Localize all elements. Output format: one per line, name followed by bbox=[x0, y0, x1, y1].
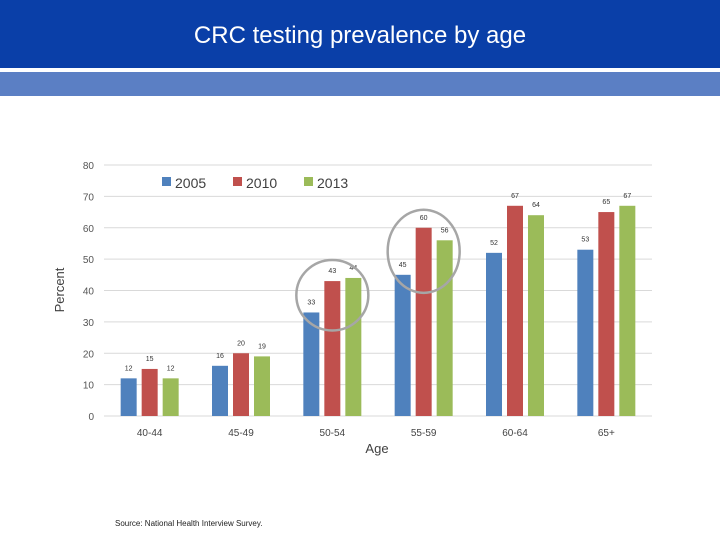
data-label: 52 bbox=[490, 240, 498, 247]
y-tick-label: 10 bbox=[83, 381, 95, 392]
bar bbox=[162, 378, 179, 416]
data-label: 64 bbox=[532, 202, 540, 209]
bar bbox=[619, 205, 636, 416]
bar bbox=[507, 205, 523, 416]
bar bbox=[345, 277, 362, 416]
bar bbox=[394, 274, 411, 416]
x-tick-label: 65+ bbox=[598, 428, 615, 439]
data-label: 33 bbox=[307, 299, 315, 306]
y-tick-label: 30 bbox=[83, 318, 95, 329]
bar bbox=[233, 353, 249, 416]
y-tick-label: 80 bbox=[83, 161, 95, 172]
data-label: 45 bbox=[399, 262, 407, 269]
legend-swatch bbox=[304, 177, 313, 186]
legend-label: 2010 bbox=[246, 175, 277, 191]
highlight-circle bbox=[295, 258, 370, 332]
bar bbox=[577, 249, 594, 416]
bar bbox=[415, 227, 432, 416]
data-label: 20 bbox=[237, 340, 245, 347]
data-label: 19 bbox=[258, 343, 266, 350]
x-tick-label: 40-44 bbox=[137, 428, 163, 439]
y-axis-title: Percent bbox=[52, 267, 67, 312]
y-tick-label: 40 bbox=[83, 287, 95, 298]
data-label: 67 bbox=[623, 193, 631, 200]
x-axis-title: Age bbox=[365, 441, 388, 456]
data-label: 12 bbox=[125, 365, 133, 372]
bar bbox=[528, 215, 544, 416]
title-banner bbox=[0, 0, 720, 68]
data-label: 67 bbox=[511, 193, 519, 200]
source-note: Source: National Health Interview Survey… bbox=[115, 519, 263, 528]
legend-label: 2013 bbox=[317, 175, 348, 191]
legend-label: 2005 bbox=[175, 175, 206, 191]
slide-title: CRC testing prevalence by age bbox=[193, 22, 527, 49]
y-tick-label: 0 bbox=[88, 412, 94, 423]
banner-divider bbox=[0, 68, 720, 72]
legend-swatch bbox=[233, 177, 242, 186]
bar bbox=[212, 365, 228, 416]
data-label: 53 bbox=[581, 237, 589, 244]
bar bbox=[141, 368, 158, 416]
x-tick-label: 60-64 bbox=[502, 428, 528, 439]
data-label: 16 bbox=[216, 353, 224, 360]
y-tick-label: 50 bbox=[83, 255, 95, 266]
data-label: 43 bbox=[328, 268, 336, 275]
y-tick-label: 20 bbox=[83, 349, 95, 360]
bar bbox=[598, 212, 615, 416]
x-tick-label: 50-54 bbox=[320, 428, 346, 439]
y-tick-label: 60 bbox=[83, 224, 95, 235]
data-label: 12 bbox=[167, 365, 175, 372]
bar bbox=[436, 240, 453, 416]
data-label: 15 bbox=[146, 356, 154, 363]
data-label: 56 bbox=[441, 227, 449, 234]
bar bbox=[120, 378, 137, 416]
data-label: 60 bbox=[420, 215, 428, 222]
accent-band bbox=[0, 72, 720, 96]
bar bbox=[254, 356, 270, 416]
legend-swatch bbox=[162, 177, 171, 186]
data-label: 65 bbox=[602, 199, 610, 206]
data-label: 44 bbox=[349, 265, 357, 272]
y-tick-label: 70 bbox=[83, 192, 95, 203]
bar bbox=[324, 281, 341, 416]
x-tick-label: 55-59 bbox=[411, 428, 437, 439]
highlight-circle bbox=[386, 208, 461, 295]
bar bbox=[303, 312, 320, 416]
x-tick-label: 45-49 bbox=[228, 428, 254, 439]
bar bbox=[486, 252, 502, 416]
